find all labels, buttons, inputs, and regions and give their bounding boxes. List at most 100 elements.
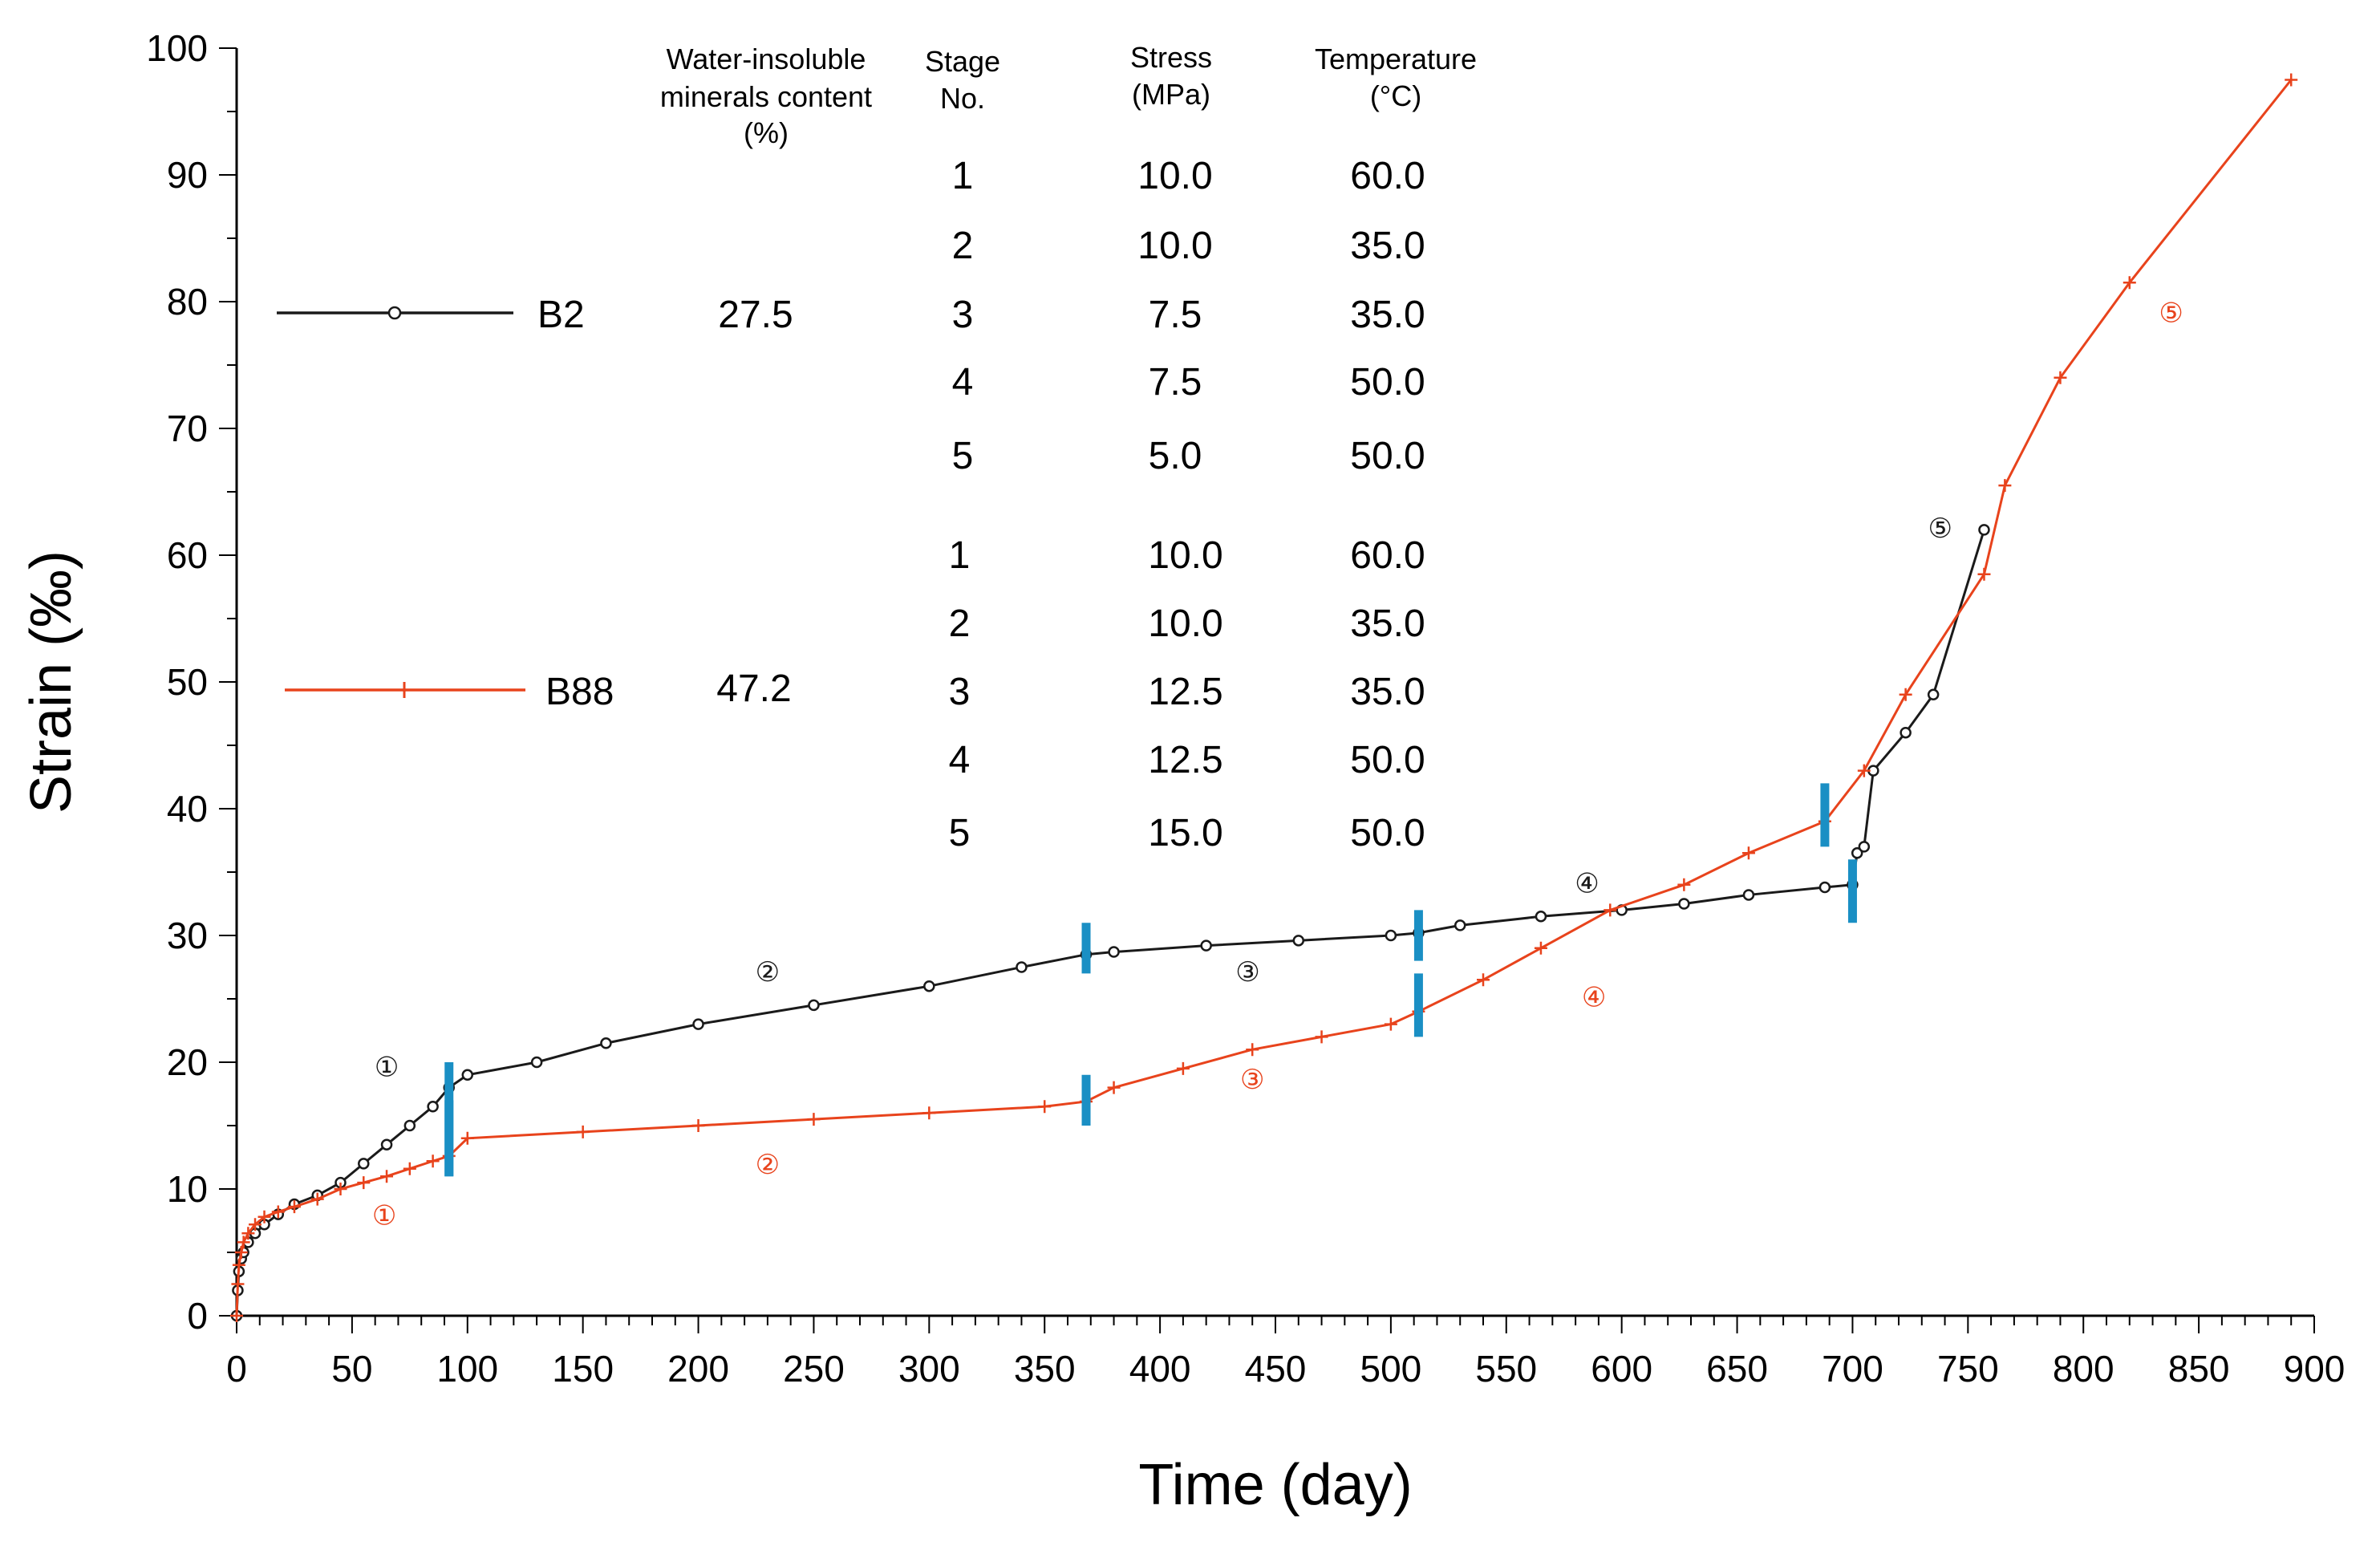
- series-b2-point: [380, 1138, 393, 1150]
- series-b88-point: [1477, 973, 1490, 987]
- x-tick-label: 400: [1129, 1348, 1191, 1390]
- x-axis-title: Time (day): [1138, 1453, 1412, 1517]
- x-tick-label: 50: [331, 1348, 372, 1390]
- series-b88-point: [426, 1154, 440, 1168]
- b88-stage-3-stress: 12.5: [1148, 671, 1222, 713]
- legend-b2-label: B2: [537, 294, 585, 336]
- series-b88-point: [271, 1205, 285, 1219]
- header-stress-line2: (MPa): [1132, 78, 1210, 111]
- series-b88-point: [922, 1106, 936, 1120]
- legend-b2: B2 27.5: [277, 294, 793, 336]
- b2-stage-3-temp: 35.0: [1350, 294, 1425, 336]
- y-tick-label: 30: [167, 915, 208, 956]
- b88-stage-2-stress: 10.0: [1148, 603, 1222, 645]
- x-tick-label: 600: [1591, 1348, 1652, 1390]
- b2-stage-5-temp: 50.0: [1350, 435, 1425, 477]
- y-tick-label: 70: [167, 408, 208, 449]
- series-b2-point: [1385, 929, 1397, 942]
- series-b88-point: [237, 1236, 250, 1249]
- legend-b88-marker: [396, 682, 412, 698]
- table-header: Water-insoluble minerals content (%) Sta…: [660, 41, 1477, 149]
- x-tick-label: 150: [552, 1348, 614, 1390]
- x-tick-label: 500: [1360, 1348, 1422, 1390]
- series-b88-point: [287, 1200, 301, 1214]
- series-b88-point: [1604, 903, 1617, 917]
- stage-marker-b2: ⑤: [1928, 513, 1952, 545]
- y-tick-label: 20: [167, 1041, 208, 1083]
- series-b88-point: [380, 1170, 394, 1183]
- b2-stage-1-stress: 10.0: [1137, 155, 1212, 197]
- b88-stage-2-no: 2: [949, 603, 971, 645]
- series-b88-point: [357, 1176, 371, 1190]
- series-b88-point: [231, 1277, 245, 1291]
- b88-stage-4-temp: 50.0: [1350, 739, 1425, 781]
- y-tick-label: 0: [187, 1295, 208, 1337]
- series-b88-point: [2123, 276, 2136, 290]
- series-b88-point: [232, 1258, 245, 1272]
- series-b2-point: [1292, 935, 1305, 947]
- series-b88-point: [1998, 479, 2012, 493]
- series-b2-point: [1678, 898, 1690, 910]
- b2-stage-1-temp: 60.0: [1350, 155, 1425, 197]
- series-b88-point: [460, 1131, 474, 1145]
- header-insoluble-line3: (%): [744, 116, 789, 149]
- header-insoluble-line1: Water-insoluble: [667, 43, 866, 75]
- header-temperature-line2: (°C): [1370, 79, 1421, 112]
- header-insoluble-line2: minerals content: [660, 80, 872, 113]
- series-b2: [230, 524, 1990, 1322]
- y-tick-label: 10: [167, 1168, 208, 1210]
- stage-marker-b88: ②: [756, 1149, 780, 1181]
- x-tick-label: 300: [898, 1348, 960, 1390]
- b88-stage-1-no: 1: [949, 534, 971, 577]
- legend-b88: B88 47.2: [285, 667, 792, 713]
- series-b88-point: [241, 1227, 255, 1240]
- b88-stage-4-stress: 12.5: [1148, 739, 1222, 781]
- b88-stage-1-temp: 60.0: [1350, 534, 1425, 577]
- y-tick-label: 100: [146, 27, 208, 69]
- header-stage-line2: No.: [940, 82, 985, 115]
- x-tick-label: 650: [1706, 1348, 1768, 1390]
- series-b88-point: [334, 1183, 347, 1195]
- stage-boundary-layer: [444, 783, 1857, 1177]
- x-axis-ticks: 0 50 100 150 200 250 300 350 400 450 500 550 600 650 7…: [226, 1316, 2345, 1390]
- series-b88-point: [1677, 878, 1691, 891]
- series-b88-point: [576, 1125, 590, 1138]
- stage-marker-b2: ②: [756, 956, 780, 988]
- x-tick-label: 350: [1014, 1348, 1076, 1390]
- header-stress-line1: Stress: [1130, 41, 1212, 74]
- series-b88-point: [1315, 1030, 1328, 1044]
- b2-stage-2-no: 2: [952, 225, 974, 267]
- x-tick-label: 700: [1822, 1348, 1883, 1390]
- legend-b2-marker: [387, 306, 402, 320]
- b2-stage-1-no: 1: [952, 155, 974, 197]
- series-b88-point: [234, 1246, 248, 1259]
- series-b88-point: [1246, 1043, 1259, 1057]
- series-b2-point: [923, 980, 935, 992]
- series-b88-point: [1977, 567, 1991, 581]
- series-b2-line: [235, 529, 1985, 1317]
- b88-insoluble-value: 47.2: [716, 667, 791, 710]
- series-b2-point: [1851, 847, 1863, 859]
- b88-stage-1-stress: 10.0: [1148, 534, 1222, 577]
- x-tick-label: 250: [783, 1348, 845, 1390]
- series-b2-point: [600, 1037, 612, 1049]
- series-b2-point: [403, 1119, 416, 1132]
- y-axis-title: Strain (‰): [19, 550, 83, 814]
- series-layer: [230, 73, 2298, 1322]
- series-b88-point: [257, 1210, 271, 1223]
- header-stage-line1: Stage: [925, 45, 1000, 78]
- series-b88-point: [1038, 1100, 1052, 1114]
- series-b2-point: [427, 1101, 439, 1113]
- series-b88-point: [1741, 846, 1755, 860]
- series-b88-point: [1107, 1081, 1121, 1094]
- table-b88-rows: 1 10.0 60.0 2 10.0 35.0 3 12.5 35.0 4 12…: [949, 534, 1425, 854]
- y-tick-label: 60: [167, 534, 208, 576]
- b2-stage-5-no: 5: [952, 435, 974, 477]
- stage-marker-b2: ④: [1575, 867, 1599, 899]
- table-b2-rows: 1 10.0 60.0 2 10.0 35.0 3 7.5 35.0 4 7.5…: [952, 155, 1425, 477]
- x-tick-label: 550: [1475, 1348, 1537, 1390]
- series-b2-point: [1978, 524, 1990, 536]
- series-b88-point: [230, 1309, 243, 1322]
- series-b2-point: [808, 999, 820, 1012]
- series-b2-point: [1535, 911, 1547, 923]
